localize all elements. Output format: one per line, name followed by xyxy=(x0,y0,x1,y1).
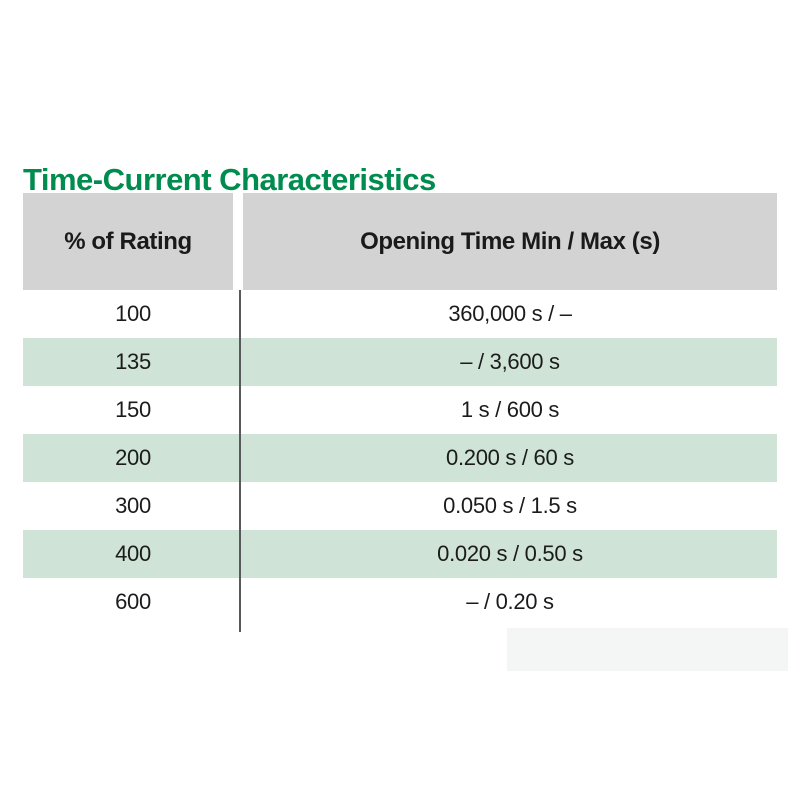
table-row: 200 0.200 s / 60 s xyxy=(23,434,777,482)
table-body: 100 360,000 s / – 135 – / 3,600 s 150 1 … xyxy=(23,290,777,632)
cell-opening-time: – / 0.20 s xyxy=(466,589,554,614)
cell-rating: 600 xyxy=(115,589,151,614)
cell-rating: 100 xyxy=(115,301,151,326)
cell-opening-time: 1 s / 600 s xyxy=(460,397,560,422)
table-row: 600 – / 0.20 s xyxy=(23,578,777,626)
cell-opening-time: 0.050 s / 1.5 s xyxy=(443,493,577,518)
table-row: 300 0.050 s / 1.5 s xyxy=(23,482,777,530)
cell-opening-time: – / 3,600 s xyxy=(460,349,560,374)
page-title: Time-Current Characteristics xyxy=(23,161,436,197)
faint-watermark-block xyxy=(507,628,788,671)
cell-opening-time: 0.200 s / 60 s xyxy=(446,445,574,470)
cell-rating: 200 xyxy=(115,445,151,470)
cell-opening-time: 0.020 s / 0.50 s xyxy=(437,541,583,566)
cell-rating: 150 xyxy=(115,397,151,422)
table-row: 150 1 s / 600 s xyxy=(23,386,777,434)
cell-rating: 400 xyxy=(115,541,151,566)
cell-rating: 300 xyxy=(115,493,151,518)
time-current-table: % of Rating Opening Time Min / Max (s) 1… xyxy=(23,193,777,632)
table-row: 135 – / 3,600 s xyxy=(23,338,777,386)
header-column-gap xyxy=(233,193,243,290)
table-row: 100 360,000 s / – xyxy=(23,290,777,338)
header-cell-rating: % of Rating xyxy=(23,193,233,290)
table-row: 400 0.020 s / 0.50 s xyxy=(23,530,777,578)
column-divider-line xyxy=(239,290,241,632)
table-header-row: % of Rating Opening Time Min / Max (s) xyxy=(23,193,777,290)
cell-opening-time: 360,000 s / – xyxy=(448,301,572,326)
header-cell-opening-time: Opening Time Min / Max (s) xyxy=(243,193,777,290)
cell-rating: 135 xyxy=(115,349,151,374)
